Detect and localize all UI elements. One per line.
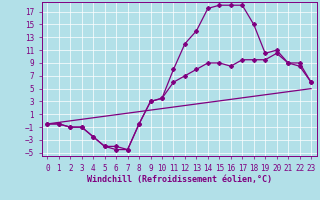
X-axis label: Windchill (Refroidissement éolien,°C): Windchill (Refroidissement éolien,°C): [87, 175, 272, 184]
